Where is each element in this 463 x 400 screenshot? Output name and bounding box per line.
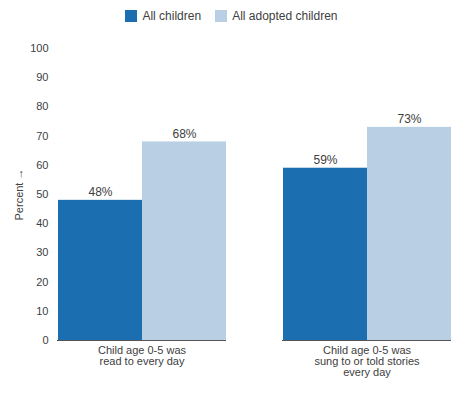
svg-text:59%: 59% <box>313 153 337 167</box>
svg-text:48%: 48% <box>88 185 112 199</box>
svg-text:90: 90 <box>36 71 48 83</box>
html-text:All children: All children <box>142 9 202 23</box>
svg-text:0: 0 <box>42 334 48 346</box>
html-text:All adopted children: All adopted children <box>232 9 338 23</box>
svg-text:10: 10 <box>36 305 48 317</box>
svg-text:40: 40 <box>36 217 48 229</box>
svg-text:Child age 0-5 wassung to or to: Child age 0-5 wassung to or told stories… <box>314 344 420 378</box>
svg-text:30: 30 <box>36 246 48 258</box>
svg-text:Percent →: Percent → <box>13 169 25 221</box>
svg-text:60: 60 <box>36 159 48 171</box>
svg-text:50: 50 <box>36 188 48 200</box>
svg-text:20: 20 <box>36 276 48 288</box>
svg-text:68%: 68% <box>172 127 196 141</box>
svg-text:70: 70 <box>36 130 48 142</box>
svg-text:73%: 73% <box>397 112 421 126</box>
svg-text:80: 80 <box>36 100 48 112</box>
svg-text:Child age 0-5 wasread to every: Child age 0-5 wasread to every day <box>98 344 187 367</box>
svg-text:100: 100 <box>30 42 48 54</box>
